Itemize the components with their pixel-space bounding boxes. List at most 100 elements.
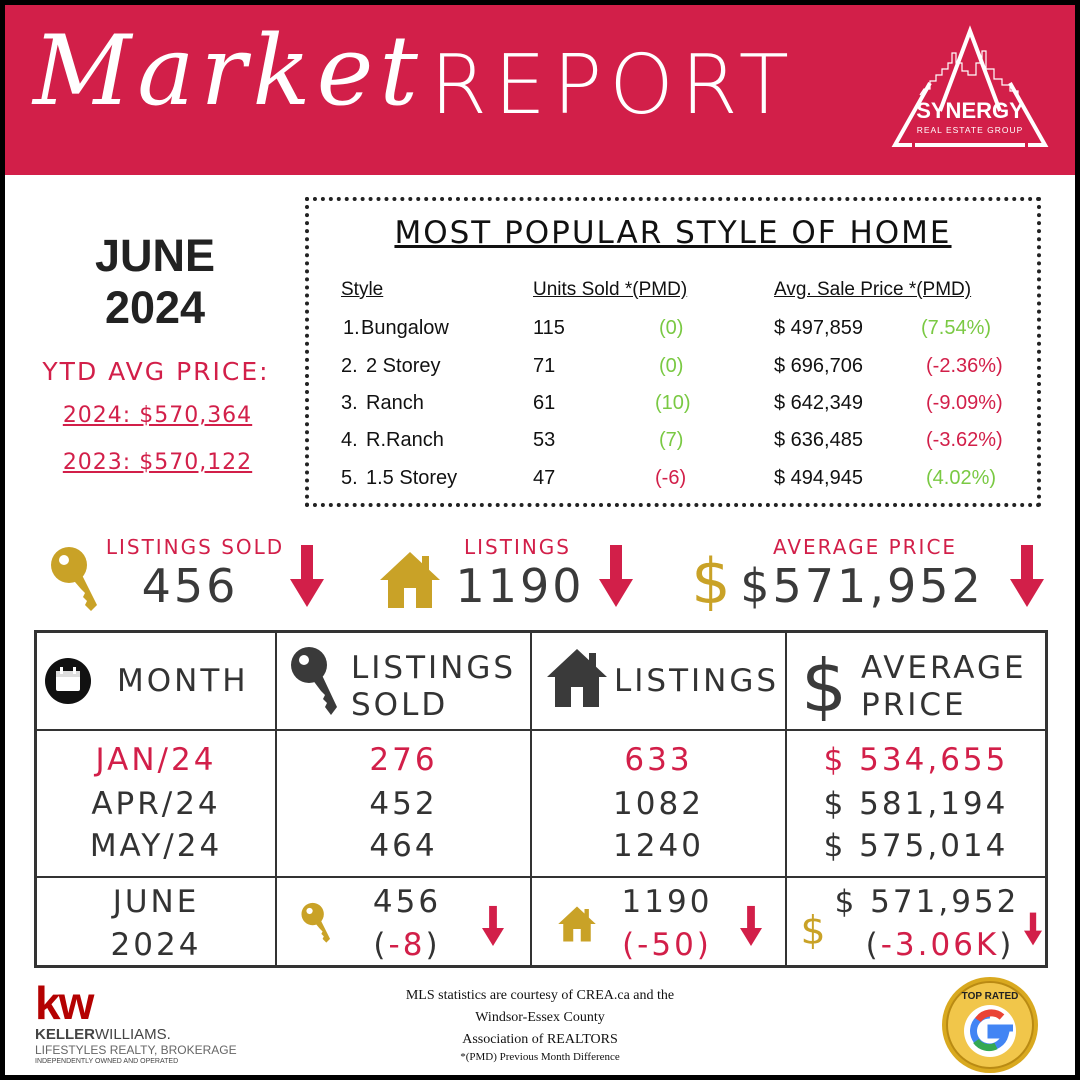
th-listings-sold-line2: SOLD bbox=[351, 687, 449, 723]
cell-month: APR/24 bbox=[91, 786, 221, 822]
svg-text:$: $ bbox=[800, 908, 825, 949]
google-top-rated-badge: TOP RATED bbox=[942, 977, 1038, 1073]
row-units-pmd: (0) bbox=[659, 317, 684, 339]
cell-current-price-change: (-3.06K) bbox=[865, 927, 1015, 963]
footer-line-1: MLS statistics are courtesy of CREA.ca a… bbox=[405, 988, 675, 1003]
th-listings-sold: LISTINGS SOLD bbox=[351, 650, 516, 724]
down-arrow-icon bbox=[1010, 545, 1044, 607]
style-row: 3. Ranch 61 (10) $ 642,349 (-9.09%) bbox=[309, 392, 1037, 422]
svg-text:$: $ bbox=[802, 645, 846, 721]
cell-current-sold: 456 bbox=[372, 884, 442, 920]
th-month: MONTH bbox=[117, 663, 249, 699]
row-price: $ 497,859 bbox=[774, 317, 863, 339]
cell-current-listings-change: (-50) bbox=[622, 927, 712, 963]
logo-name: SYNERGY bbox=[916, 98, 1024, 123]
cell-current-sold-change: (-8) bbox=[373, 927, 441, 963]
row-price-pmd: (-3.62%) bbox=[926, 429, 1003, 451]
cell-sold: 276 bbox=[369, 742, 438, 778]
keller-williams-logo: kw KELLERWILLIAMS. LIFESTYLES REALTY, BR… bbox=[31, 980, 271, 1070]
stat-listings-value: 1190 bbox=[455, 559, 585, 613]
row-price-pmd: (-2.36%) bbox=[926, 355, 1003, 377]
dollar-icon: $ bbox=[802, 645, 846, 721]
key-icon bbox=[291, 647, 337, 715]
cell-price: $ 575,014 bbox=[823, 828, 1009, 864]
th-average-price-line2: PRICE bbox=[861, 687, 967, 723]
stat-price-label: AVERAGE PRICE bbox=[772, 535, 958, 559]
dollar-icon: $ bbox=[691, 545, 730, 611]
footer-line-3: Association of REALTORS bbox=[462, 1032, 618, 1047]
cell-sold: 464 bbox=[369, 828, 438, 864]
row-price: $ 696,706 bbox=[774, 355, 863, 377]
ytd-2024: 2024: $570,364 bbox=[62, 403, 253, 428]
row-units: 47 bbox=[533, 467, 556, 489]
report-title: REPORT bbox=[430, 38, 796, 133]
footer-line-2: Windsor-Essex County bbox=[475, 1010, 605, 1025]
cell-price: $ 534,655 bbox=[823, 742, 1009, 778]
row-price-pmd: (4.02%) bbox=[926, 467, 997, 489]
row-style: 2 Storey bbox=[366, 355, 441, 377]
house-icon bbox=[558, 906, 596, 942]
calendar-icon bbox=[45, 658, 91, 704]
monthly-table: MONTH LISTINGS SOLD LISTINGS $ AVERAGE P… bbox=[34, 630, 1048, 968]
style-row: 2. 2 Storey 71 (0) $ 696,706 (-2.36%) bbox=[309, 355, 1037, 385]
footer-line-4: *(PMD) Previous Month Difference bbox=[460, 1051, 620, 1063]
cell-month: JAN/24 bbox=[95, 742, 217, 778]
report-year: 2024 bbox=[104, 282, 206, 333]
synergy-logo: SYNERGY REAL ESTATE GROUP bbox=[891, 25, 1049, 147]
row-units: 61 bbox=[533, 392, 556, 414]
row-units-pmd: (10) bbox=[655, 392, 691, 414]
th-average-price-line1: AVERAGE bbox=[861, 650, 1027, 686]
th-listings: LISTINGS bbox=[614, 663, 780, 699]
header-price: Avg. Sale Price *(PMD) bbox=[774, 279, 972, 300]
row-style: R.Ranch bbox=[366, 429, 444, 451]
cell-listings: 1240 bbox=[613, 828, 704, 864]
kw-note: INDEPENDENTLY OWNED AND OPERATED bbox=[35, 1058, 179, 1065]
popular-styles-box: MOST POPULAR STYLE OF HOME Style Units S… bbox=[305, 197, 1041, 507]
cell-listings: 1082 bbox=[613, 786, 704, 822]
down-arrow-icon bbox=[740, 905, 762, 947]
row-num: 3. bbox=[341, 392, 358, 414]
cell-current-month: JUNE bbox=[112, 884, 200, 920]
market-script-title: Market bbox=[33, 15, 424, 127]
down-arrow-icon bbox=[1024, 912, 1042, 946]
popular-title: MOST POPULAR STYLE OF HOME bbox=[394, 215, 952, 251]
svg-text:$: $ bbox=[691, 545, 730, 611]
th-average-price: AVERAGE PRICE bbox=[861, 650, 1027, 724]
cell-current-year: 2024 bbox=[110, 927, 202, 963]
down-arrow-icon bbox=[290, 545, 324, 607]
th-listings-sold-line1: LISTINGS bbox=[351, 650, 517, 686]
cell-month: MAY/24 bbox=[89, 828, 223, 864]
stat-sold-value: 456 bbox=[141, 559, 239, 613]
row-price: $ 642,349 bbox=[774, 392, 863, 414]
kw-name: KELLERWILLIAMS. bbox=[35, 1026, 171, 1043]
cell-sold: 452 bbox=[369, 786, 438, 822]
cell-listings: 633 bbox=[624, 742, 693, 778]
row-units-pmd: (-6) bbox=[655, 467, 687, 489]
row-price-pmd: (-9.09%) bbox=[926, 392, 1003, 414]
logo-sub: REAL ESTATE GROUP bbox=[917, 125, 1024, 135]
stat-sold-label: LISTINGS SOLD bbox=[105, 535, 285, 559]
market-report-page: Market REPORT SYNERGY REAL ESTATE GROUP … bbox=[5, 5, 1075, 1075]
header-banner: Market REPORT SYNERGY REAL ESTATE GROUP bbox=[5, 5, 1075, 175]
ytd-label: YTD AVG PRICE: bbox=[42, 357, 270, 386]
row-num: 5. bbox=[341, 467, 358, 489]
row-num: 1. bbox=[343, 317, 360, 339]
dollar-icon: $ bbox=[800, 908, 825, 949]
row-num: 2. bbox=[341, 355, 358, 377]
cell-price: $ 581,194 bbox=[823, 786, 1009, 822]
row-units-pmd: (0) bbox=[659, 355, 684, 377]
ytd-2023: 2023: $570,122 bbox=[62, 450, 253, 475]
down-arrow-icon bbox=[599, 545, 633, 607]
row-price: $ 494,945 bbox=[774, 467, 863, 489]
report-period: JUNE 2024 bbox=[65, 230, 245, 334]
kw-mark: kw bbox=[35, 977, 94, 1029]
kw-brokerage: LIFESTYLES REALTY, BROKERAGE bbox=[35, 1043, 237, 1057]
row-units: 53 bbox=[533, 429, 556, 451]
style-row: 4. R.Ranch 53 (7) $ 636,485 (-3.62%) bbox=[309, 429, 1037, 459]
house-icon bbox=[547, 649, 607, 707]
style-row: 1. Bungalow 115 (0) $ 497,859 (7.54%) bbox=[309, 317, 1037, 347]
cell-current-listings: 1190 bbox=[621, 884, 713, 920]
row-units: 115 bbox=[533, 317, 565, 339]
badge-text: TOP RATED bbox=[962, 991, 1019, 1002]
cell-current-price: $ 571,952 bbox=[834, 884, 1020, 920]
